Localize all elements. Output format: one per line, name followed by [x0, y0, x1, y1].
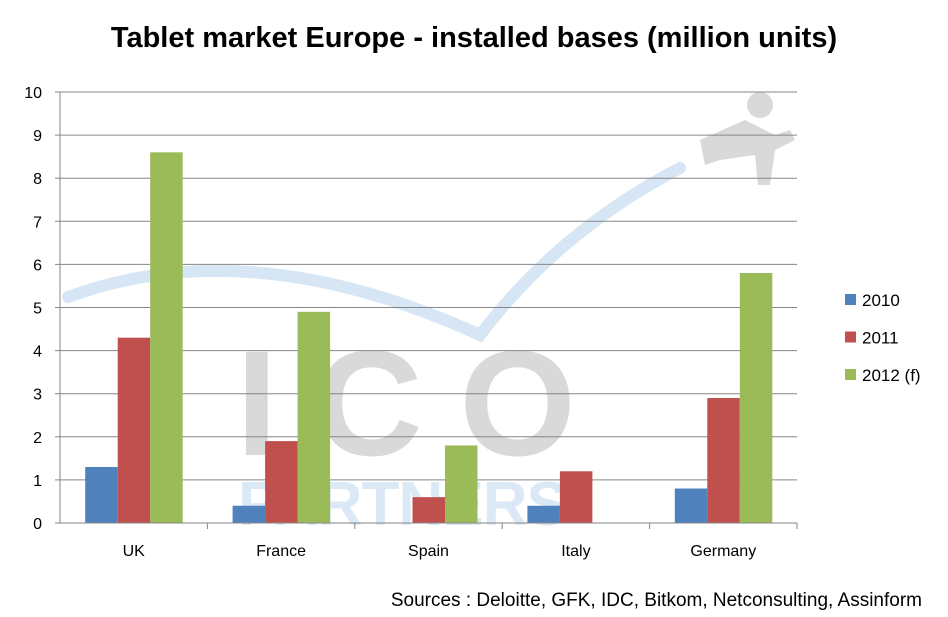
legend-label: 2010 — [862, 291, 900, 310]
legend-label: 2012 (f) — [862, 366, 921, 385]
y-tick-label: 6 — [33, 257, 42, 274]
bar-germany-2011 — [707, 398, 740, 523]
bar-uk-2011 — [117, 337, 151, 523]
y-tick-label: 3 — [33, 387, 42, 404]
legend-label: 2011 — [862, 329, 899, 348]
x-tick-label: France — [256, 543, 306, 560]
bar-france-2010 — [232, 505, 266, 523]
bar-spain-2011 — [412, 497, 445, 523]
bar-germany-2012f — [739, 273, 773, 523]
legend-swatch — [845, 294, 856, 305]
legend-swatch — [845, 331, 856, 343]
bar-uk-2010 — [85, 466, 118, 523]
x-tick-label: Italy — [561, 543, 590, 560]
bar-france-2011 — [265, 441, 298, 523]
y-tick-label: 5 — [33, 301, 42, 318]
x-tick-label: Germany — [690, 543, 756, 560]
bar-germany-2010 — [674, 488, 708, 523]
bar-uk-2012f — [150, 152, 183, 523]
chart-title: Tablet market Europe - installed bases (… — [110, 22, 838, 54]
legend-swatch — [845, 369, 856, 380]
source-annotation: Sources : Deloitte, GFK, IDC, Bitkom, Ne… — [390, 590, 922, 611]
x-tick-label: UK — [123, 543, 146, 560]
bar-france-2012f — [297, 311, 331, 523]
x-tick-label: Spain — [408, 543, 449, 560]
y-tick-label: 4 — [33, 344, 42, 361]
bar-italy-2010 — [527, 505, 560, 523]
y-tick-label: 10 — [24, 85, 42, 102]
y-tick-label: 1 — [33, 473, 42, 490]
bar-spain-2012f — [445, 445, 478, 523]
y-tick-label: 9 — [33, 128, 42, 145]
y-tick-label: 2 — [33, 430, 42, 447]
y-tick-label: 8 — [33, 171, 42, 188]
bar-italy-2011 — [559, 471, 593, 523]
y-tick-label: 0 — [33, 516, 42, 533]
y-tick-label: 7 — [33, 214, 42, 231]
